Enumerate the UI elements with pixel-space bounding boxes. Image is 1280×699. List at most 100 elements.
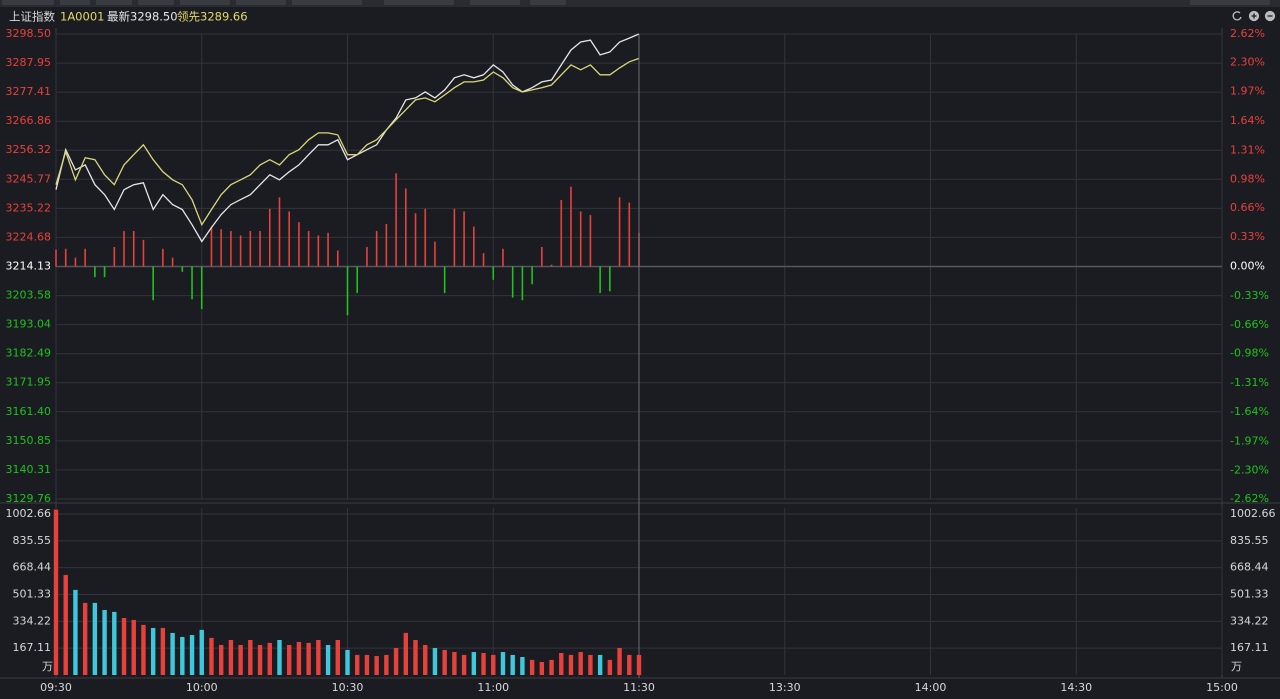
volume-bar xyxy=(520,657,525,675)
x-tick-label: 11:00 xyxy=(477,681,509,694)
volume-bar xyxy=(355,654,360,675)
volume-bar xyxy=(393,648,399,675)
volume-bar xyxy=(257,644,263,675)
y2-tick-label: 1.64% xyxy=(1230,114,1265,127)
leading-price: 领先3289.66 xyxy=(177,10,248,24)
volume-bar xyxy=(296,641,302,675)
y-tick-label: 3298.50 xyxy=(6,27,52,40)
volume-tick-label: 334.22 xyxy=(13,614,52,627)
volume-bar xyxy=(442,649,447,675)
volume-tick-label: 668.44 xyxy=(1230,561,1269,574)
y-tick-label: 3203.58 xyxy=(6,289,52,302)
volume-bar xyxy=(617,648,622,675)
volume-bar xyxy=(403,632,408,675)
volume-tick-label: 1002.66 xyxy=(1230,507,1276,520)
volume-bar xyxy=(141,624,146,675)
y-tick-label: 3224.68 xyxy=(6,230,52,243)
volume-bar xyxy=(627,654,632,675)
y2-tick-label: 0.00% xyxy=(1230,260,1265,273)
y-tick-label: 3256.32 xyxy=(6,143,52,156)
volume-bar xyxy=(461,654,467,675)
y-tick-label: 3171.95 xyxy=(6,376,52,389)
volume-bar xyxy=(73,589,78,675)
volume-bar xyxy=(481,653,486,675)
volume-bar xyxy=(160,627,166,675)
y-tick-label: 3193.04 xyxy=(6,318,52,331)
volume-bar xyxy=(500,652,506,675)
volume-bar xyxy=(364,654,370,675)
x-tick-label: 14:30 xyxy=(1060,681,1092,694)
x-tick-label: 14:00 xyxy=(915,681,947,694)
volume-bar xyxy=(267,642,272,675)
y2-tick-label: 2.30% xyxy=(1230,55,1265,68)
volume-bar xyxy=(92,602,98,675)
x-tick-label: 10:30 xyxy=(332,681,364,694)
y2-tick-label: 1.31% xyxy=(1230,143,1265,156)
volume-bar xyxy=(112,611,117,675)
volume-bar xyxy=(248,639,253,675)
y-tick-label: 3140.31 xyxy=(6,463,52,476)
volume-tick-label: 835.55 xyxy=(1230,534,1269,547)
volume-bar xyxy=(150,627,156,675)
volume-bar xyxy=(607,659,613,675)
volume-bar xyxy=(568,654,574,675)
y2-tick-label: -2.62% xyxy=(1230,492,1269,505)
toolbar xyxy=(0,0,1280,7)
volume-tick-label: 501.33 xyxy=(13,587,52,600)
volume-bar xyxy=(491,654,496,675)
volume-bar xyxy=(423,644,428,675)
x-tick-label: 13:30 xyxy=(769,681,801,694)
volume-bar xyxy=(306,642,311,675)
y-tick-label: 3150.85 xyxy=(6,434,52,447)
volume-bar xyxy=(539,661,545,675)
volume-bar xyxy=(170,632,175,675)
y2-tick-label: -1.31% xyxy=(1230,376,1269,389)
volume-bar xyxy=(325,644,331,675)
y2-tick-label: 1.97% xyxy=(1230,85,1265,98)
volume-tick-label: 167.11 xyxy=(1230,641,1269,654)
y2-tick-label: -2.30% xyxy=(1230,464,1269,477)
y2-tick-label: -0.33% xyxy=(1230,289,1269,302)
y-tick-label: 3129.76 xyxy=(6,492,52,505)
volume-bar xyxy=(189,635,195,675)
volume-bar xyxy=(335,639,340,675)
window-icons[interactable] xyxy=(1232,10,1276,22)
volume-bar xyxy=(277,639,282,675)
volume-bar xyxy=(384,654,389,675)
volume-bar xyxy=(316,639,321,675)
volume-bar xyxy=(578,652,583,675)
volume-unit: 万 xyxy=(42,660,53,673)
toolbar-buttons xyxy=(2,0,1270,5)
y2-tick-label: -0.98% xyxy=(1230,346,1269,359)
volume-bar xyxy=(374,656,379,675)
y2-tick-label: -1.97% xyxy=(1230,434,1269,447)
x-tick-label: 09:30 xyxy=(40,681,72,694)
volume-bar xyxy=(597,654,603,675)
y2-tick-label: 2.62% xyxy=(1230,27,1265,40)
y2-tick-label: 0.66% xyxy=(1230,201,1265,214)
y-tick-label: 3161.40 xyxy=(6,405,52,418)
volume-tick-label: 167.11 xyxy=(13,641,52,654)
volume-bar xyxy=(471,652,477,675)
x-tick-label: 11:30 xyxy=(623,681,655,694)
volume-bar xyxy=(238,644,243,675)
volume-bar xyxy=(345,649,350,675)
y-tick-label: 3287.95 xyxy=(6,56,52,69)
volume-bar xyxy=(218,644,224,675)
volume-bar xyxy=(121,617,127,675)
volume-bar xyxy=(432,648,438,675)
y-tick-label: 3182.49 xyxy=(6,347,52,360)
volume-bar xyxy=(63,574,68,675)
volume-bar xyxy=(228,639,234,675)
volume-bar xyxy=(199,629,204,675)
volume-tick-label: 668.44 xyxy=(13,561,52,574)
y-tick-label: 3277.41 xyxy=(6,85,52,98)
volume-bar xyxy=(510,654,515,675)
volume-tick-label: 334.22 xyxy=(1230,614,1269,627)
volume-tick-label: 1002.66 xyxy=(6,507,52,520)
y2-tick-label: 0.33% xyxy=(1230,230,1265,243)
volume-bar xyxy=(82,602,88,675)
volume-bar xyxy=(413,639,418,675)
volume-bar xyxy=(180,636,185,675)
